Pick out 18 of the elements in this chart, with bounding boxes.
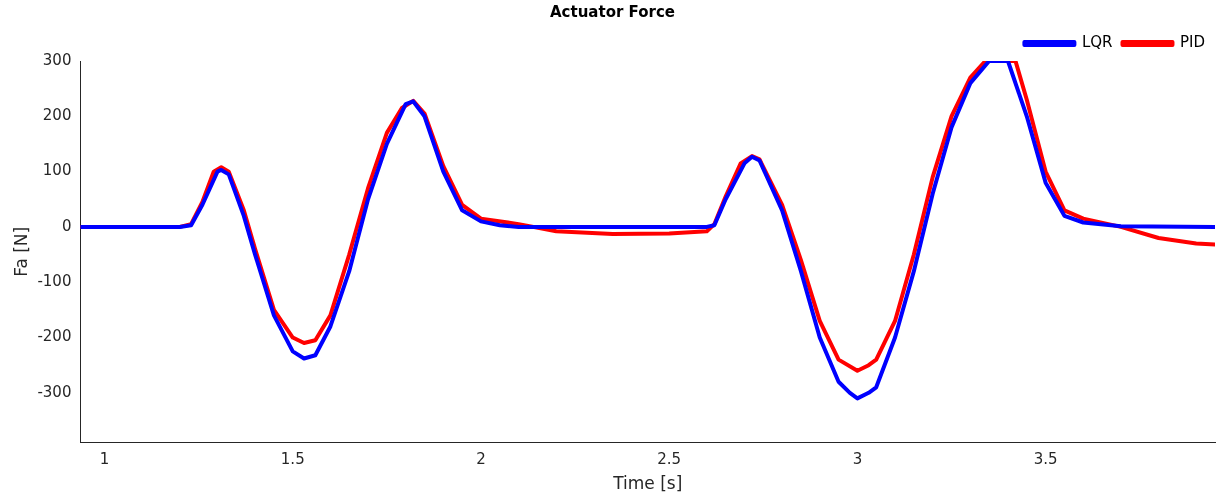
y-tick-label: -200 bbox=[37, 327, 72, 346]
x-tick-label: 1.5 bbox=[280, 450, 305, 469]
y-tick-label: 200 bbox=[42, 106, 72, 125]
y-tick-label: -300 bbox=[37, 382, 72, 401]
x-tick-label: 1 bbox=[99, 450, 110, 469]
y-tick-label: 300 bbox=[42, 50, 72, 69]
legend-label: LQR bbox=[1081, 33, 1113, 52]
y-tick-label: 0 bbox=[61, 216, 72, 235]
x-tick-label: 2.5 bbox=[657, 450, 682, 469]
x-axis-title: Time [s] bbox=[612, 473, 683, 494]
y-tick-label: 100 bbox=[42, 161, 72, 180]
y-axis-title: Fa [N] bbox=[10, 226, 31, 277]
x-tick-label: 3 bbox=[852, 450, 863, 469]
chart-title: Actuator Force bbox=[550, 2, 675, 21]
y-tick-label: -100 bbox=[37, 272, 72, 291]
x-tick-label: 2 bbox=[476, 450, 486, 469]
x-tick-label: 3.5 bbox=[1033, 450, 1058, 469]
legend-label: PID bbox=[1179, 33, 1206, 52]
